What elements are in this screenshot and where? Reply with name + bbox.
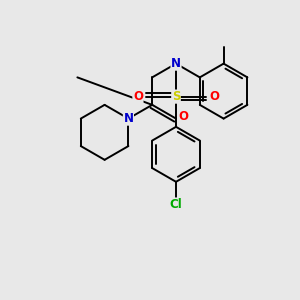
Text: Cl: Cl bbox=[169, 198, 182, 211]
Text: O: O bbox=[209, 90, 219, 103]
Text: O: O bbox=[133, 90, 143, 103]
Text: N: N bbox=[123, 112, 134, 125]
Text: S: S bbox=[172, 90, 180, 103]
Text: O: O bbox=[179, 110, 189, 123]
Text: N: N bbox=[171, 57, 181, 70]
